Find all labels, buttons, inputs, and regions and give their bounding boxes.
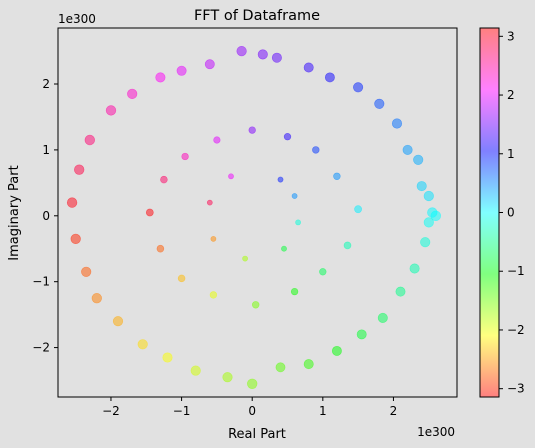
y-tick-label: 1 [42, 143, 50, 157]
scatter-point [391, 118, 403, 129]
colorbar-tick-label: 0 [507, 206, 515, 220]
x-axis-label: Real Part [228, 427, 286, 442]
scatter-points [66, 45, 442, 389]
scatter-point [324, 72, 335, 83]
scatter-point [105, 105, 117, 116]
scatter-point [91, 293, 102, 304]
y-axis-ticks: −2 −1 0 1 2 [32, 77, 58, 355]
scatter-point [423, 217, 434, 228]
colorbar [479, 27, 500, 398]
scatter-point [416, 181, 427, 192]
scatter-point [281, 245, 287, 252]
scatter-point [84, 134, 95, 146]
x-tick-label: 1 [319, 404, 327, 418]
scatter-point [248, 126, 256, 134]
scatter-point [251, 301, 260, 309]
colorbar-tick-label: −3 [507, 382, 525, 396]
x-offset-label: 1e300 [417, 425, 455, 439]
scatter-point [377, 312, 388, 323]
scatter-point [319, 268, 327, 276]
chart-title: FFT of Dataframe [194, 8, 320, 24]
scatter-point [374, 98, 385, 109]
y-tick-label: −2 [32, 341, 50, 355]
scatter-point [291, 193, 298, 199]
scatter-point [242, 255, 248, 262]
colorbar-tick-label: 1 [507, 147, 515, 161]
colorbar-ticks: −3 −2 −1 0 1 2 3 [499, 29, 525, 396]
scatter-point [156, 244, 165, 253]
scatter-point [81, 266, 92, 277]
scatter-point [228, 173, 234, 180]
scatter-point [333, 172, 341, 181]
scatter-point [353, 82, 364, 93]
y-axis-label: Imaginary Part [7, 165, 22, 260]
colorbar-tick-label: −2 [507, 323, 525, 337]
scatter-point [222, 372, 233, 383]
scatter-point [312, 146, 320, 154]
scatter-point [127, 88, 138, 100]
scatter-point [236, 45, 247, 57]
scatter-point [423, 190, 434, 202]
scatter-point [137, 339, 148, 350]
scatter-point [181, 152, 189, 161]
scatter-point [430, 210, 442, 222]
scatter-point [343, 241, 352, 250]
scatter-point [206, 199, 213, 206]
scatter-point [257, 49, 268, 60]
scatter-point [303, 62, 314, 73]
scatter-point [283, 133, 292, 141]
plot-area [57, 27, 458, 398]
scatter-point [290, 287, 299, 296]
x-tick-label: 0 [248, 404, 256, 418]
y-tick-label: 0 [42, 209, 50, 223]
scatter-point [204, 59, 215, 70]
scatter-point [247, 378, 258, 389]
scatter-point [177, 274, 186, 283]
scatter-point [395, 286, 406, 297]
scatter-point [413, 154, 424, 165]
x-tick-label: −1 [173, 404, 191, 418]
scatter-point [275, 362, 286, 373]
scatter-point [331, 345, 342, 356]
scatter-point [70, 233, 81, 245]
y-tick-label: −1 [32, 275, 50, 289]
x-tick-label: −2 [102, 404, 120, 418]
y-offset-label: 1e300 [58, 12, 96, 26]
scatter-point [409, 263, 420, 274]
scatter-point [356, 329, 367, 340]
scatter-point [112, 316, 124, 327]
x-axis-ticks: −2 −1 0 1 2 [102, 397, 397, 418]
colorbar-tick-label: −1 [507, 264, 525, 278]
scatter-point [176, 65, 187, 76]
scatter-point [271, 52, 282, 63]
scatter-point [209, 291, 218, 299]
scatter-point [155, 72, 166, 83]
scatter-point [210, 236, 217, 242]
scatter-point [66, 197, 78, 208]
scatter-point [277, 176, 284, 183]
scatter-point [354, 205, 362, 214]
scatter-point [402, 144, 413, 155]
scatter-point [162, 352, 173, 363]
scatter-point [190, 365, 201, 376]
y-tick-label: 2 [42, 77, 50, 91]
scatter-point [303, 359, 314, 370]
scatter-point [160, 175, 168, 184]
scatter-point [145, 208, 154, 217]
scatter-point [213, 136, 221, 144]
colorbar-tick-label: 2 [507, 88, 515, 102]
colorbar-tick-label: 3 [507, 29, 515, 43]
scatter-point [420, 237, 431, 248]
scatter-point [295, 219, 301, 226]
scatter-point [74, 164, 85, 175]
x-tick-label: 2 [390, 404, 398, 418]
